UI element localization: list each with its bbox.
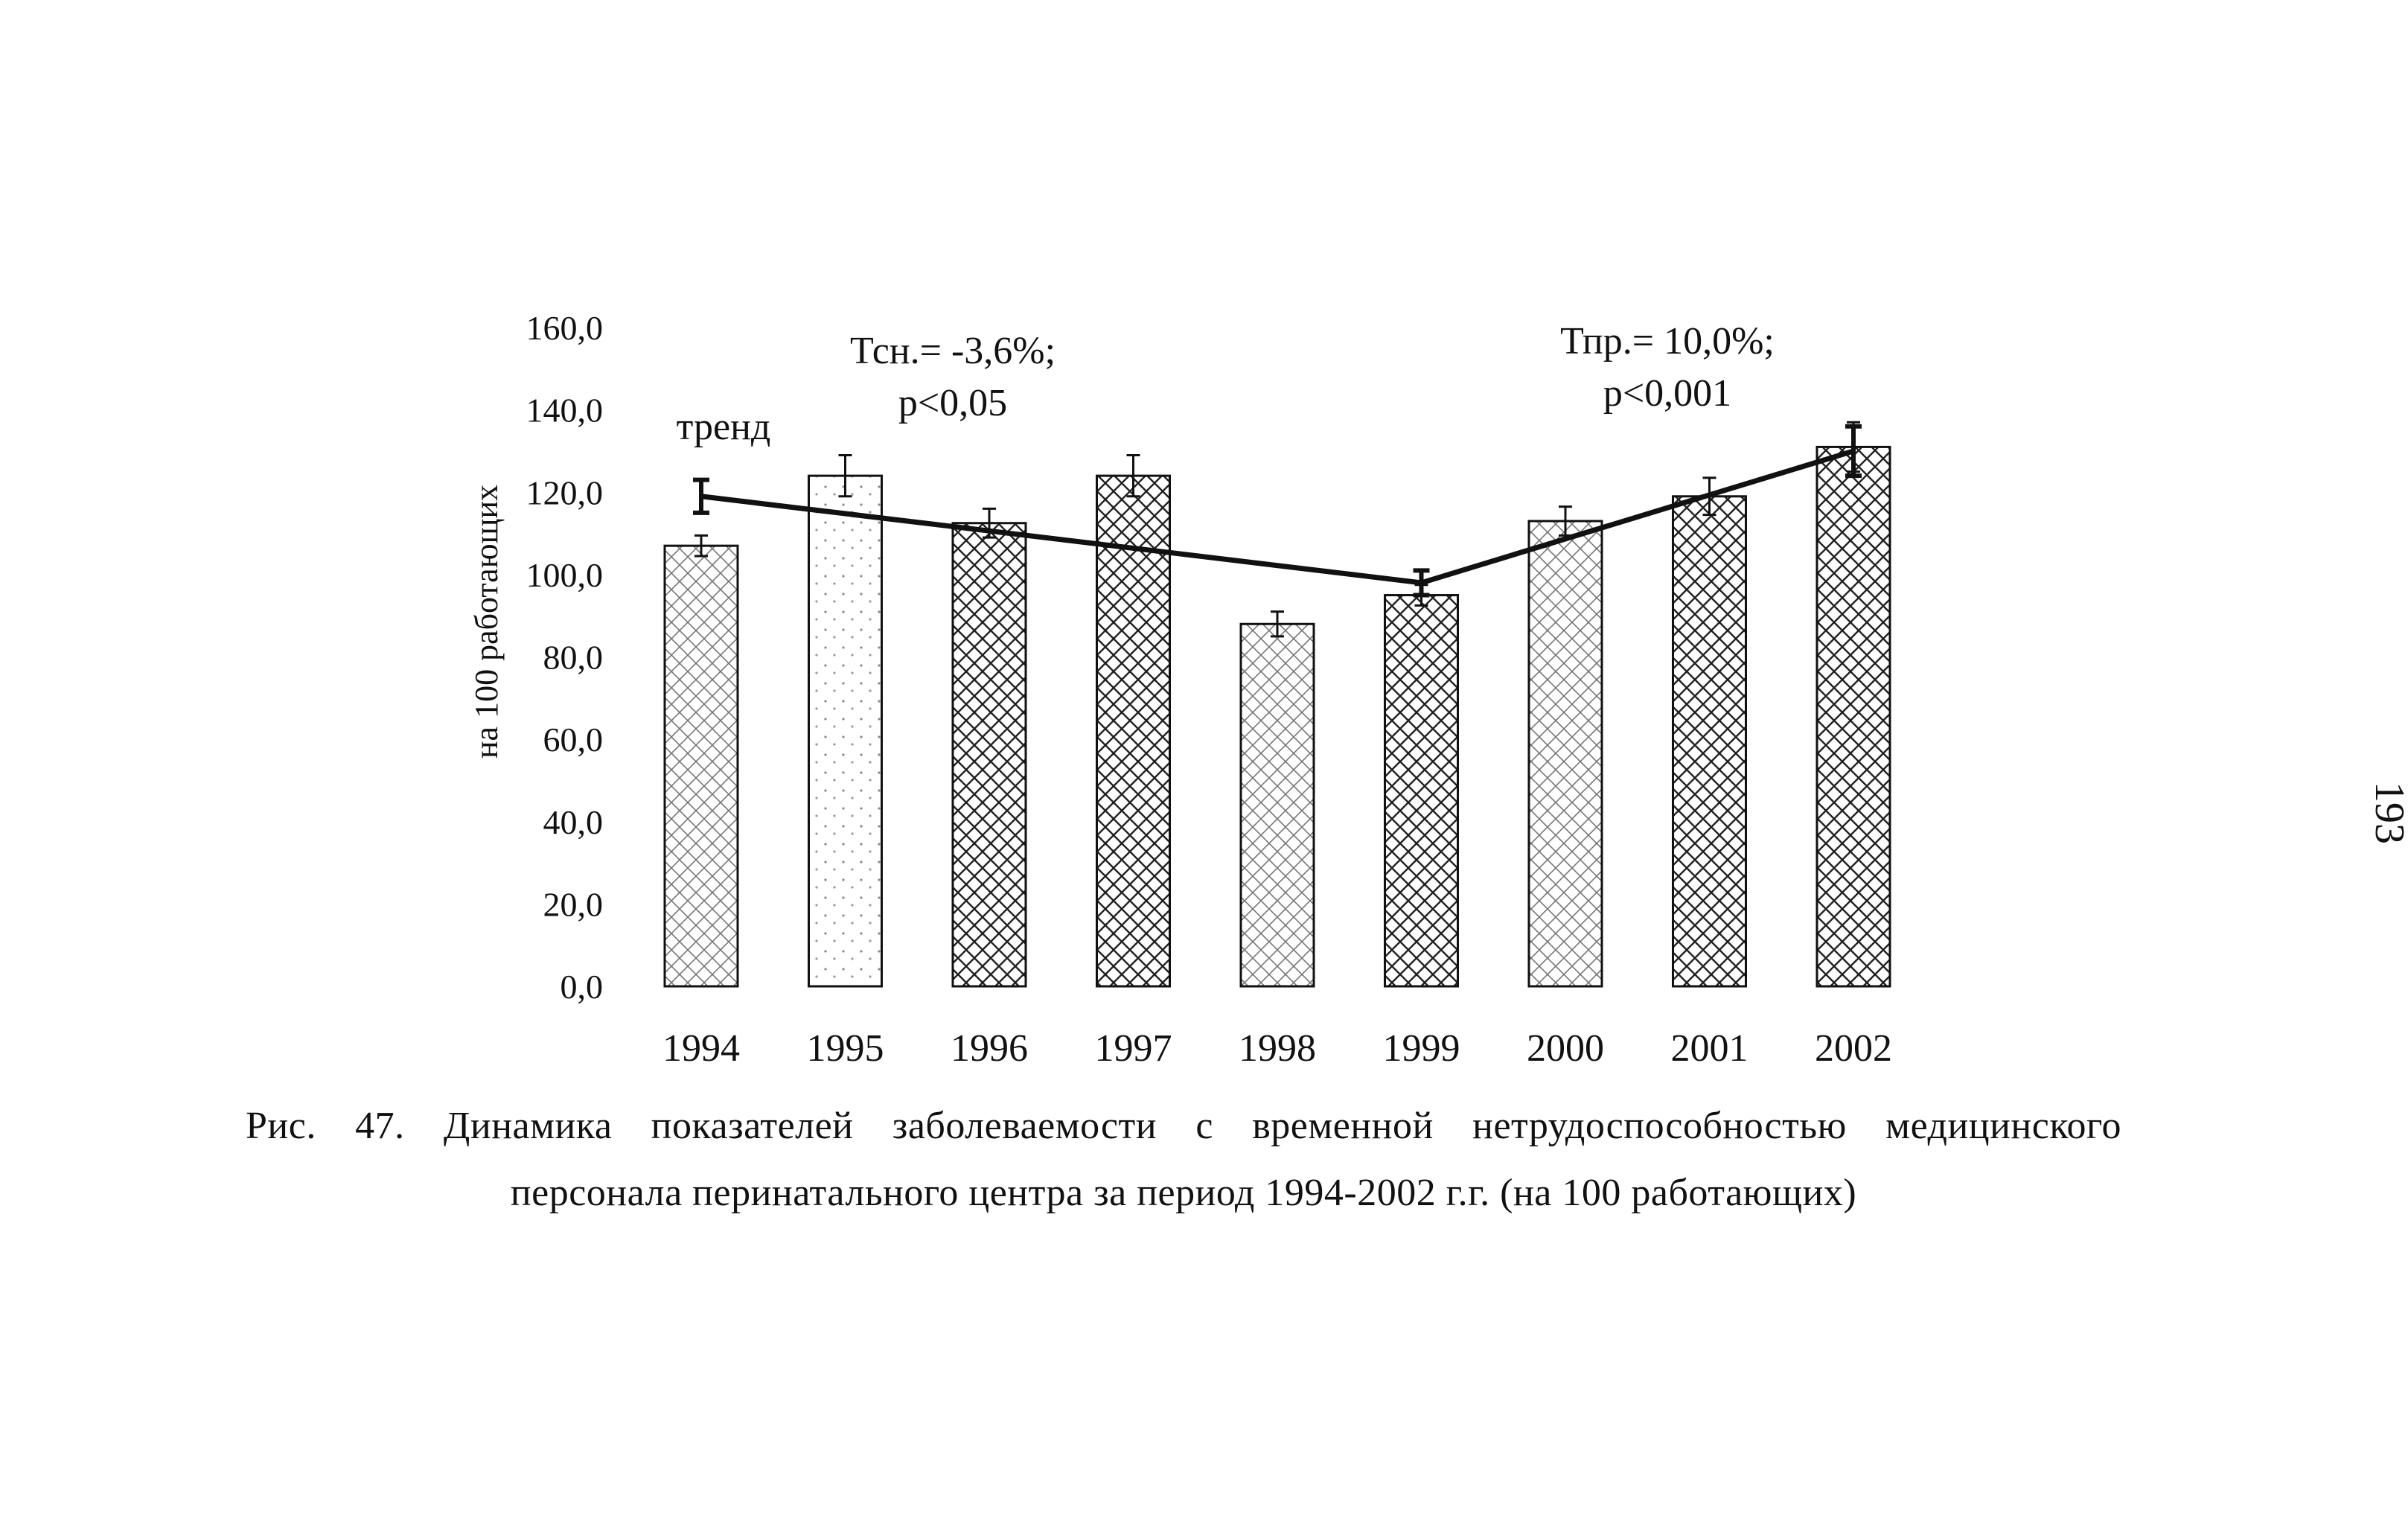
- x-tick-label: 1995: [807, 1027, 884, 1070]
- bars: [663, 421, 1891, 988]
- x-tick-label: 1999: [1383, 1027, 1460, 1070]
- bar: [1527, 520, 1603, 988]
- page-number: 193: [2366, 782, 2408, 844]
- bar: [1239, 622, 1315, 988]
- bar-error-bar: [1126, 453, 1140, 498]
- x-tick-label: 2000: [1527, 1027, 1604, 1070]
- x-axis-labels: 1994 1995 1996 1997 1998 1999 2000 2001 2002: [662, 1027, 1892, 1070]
- annotation-decline-line1: Тсн.= -3,6%;: [850, 330, 1056, 372]
- annotation-growth-line2: p<0,001: [1603, 372, 1731, 415]
- figure-caption-line2: персонала перинатального центра за перио…: [510, 1172, 1857, 1214]
- annotation-decline-line2: p<0,05: [898, 382, 1007, 424]
- trend-error-bar: [693, 477, 709, 515]
- x-tick-label: 2001: [1671, 1027, 1748, 1070]
- y-tick-label: 120,0: [526, 473, 604, 511]
- bar-error-bar: [694, 534, 708, 558]
- bar: [1815, 445, 1891, 988]
- y-tick-label: 100,0: [526, 556, 604, 594]
- y-axis-title: на 100 работающих: [468, 485, 505, 759]
- bar: [1096, 474, 1171, 988]
- y-tick-label: 160,0: [526, 309, 604, 347]
- y-tick-label: 140,0: [526, 392, 604, 430]
- bar-error-bar: [838, 453, 852, 498]
- trend-error-bar: [1413, 568, 1430, 598]
- trend-label: тренд: [677, 406, 771, 448]
- annotation-growth-line1: Тпр.= 10,0%;: [1560, 320, 1775, 363]
- bar-error-bar: [1271, 610, 1284, 638]
- bar: [1672, 495, 1747, 988]
- figure-caption-line1: Рис. 47. Динамика показателей заболеваем…: [246, 1105, 2121, 1147]
- y-tick-label: 20,0: [543, 885, 604, 923]
- bar: [808, 474, 883, 988]
- x-tick-label: 1998: [1239, 1027, 1316, 1070]
- trend-line: [693, 424, 1862, 598]
- bar: [1384, 594, 1459, 988]
- y-axis-ticks: 0,0 20,0 40,0 60,0 80,0 100,0 120,0 140,0 160,0: [526, 309, 604, 1006]
- x-tick-label: 1996: [951, 1027, 1028, 1070]
- y-tick-label: 80,0: [543, 639, 604, 677]
- bar: [951, 522, 1027, 988]
- y-tick-label: 0,0: [561, 968, 604, 1006]
- x-tick-label: 1997: [1095, 1027, 1172, 1070]
- y-tick-label: 40,0: [543, 803, 604, 841]
- trend-error-bar: [1845, 424, 1862, 479]
- y-tick-label: 60,0: [543, 721, 604, 759]
- x-tick-label: 1994: [662, 1027, 740, 1070]
- x-tick-label: 2002: [1815, 1027, 1892, 1070]
- bar: [663, 544, 739, 988]
